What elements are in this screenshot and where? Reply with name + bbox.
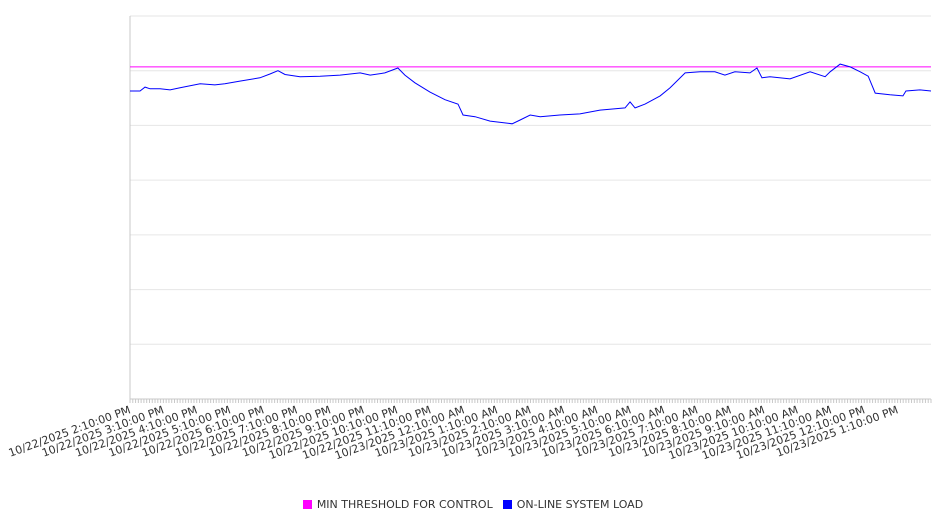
legend-swatch (502, 500, 512, 509)
legend-label: MIN THRESHOLD FOR CONTROL (316, 498, 493, 511)
system-load-line (130, 63, 932, 125)
legend: MIN THRESHOLD FOR CONTROL ON-LINE SYSTEM… (0, 498, 946, 511)
legend-item-threshold[interactable]: MIN THRESHOLD FOR CONTROL (302, 498, 493, 511)
legend-swatch (302, 500, 312, 509)
legend-label: ON-LINE SYSTEM LOAD (516, 498, 644, 511)
legend-item-load[interactable]: ON-LINE SYSTEM LOAD (502, 498, 644, 511)
